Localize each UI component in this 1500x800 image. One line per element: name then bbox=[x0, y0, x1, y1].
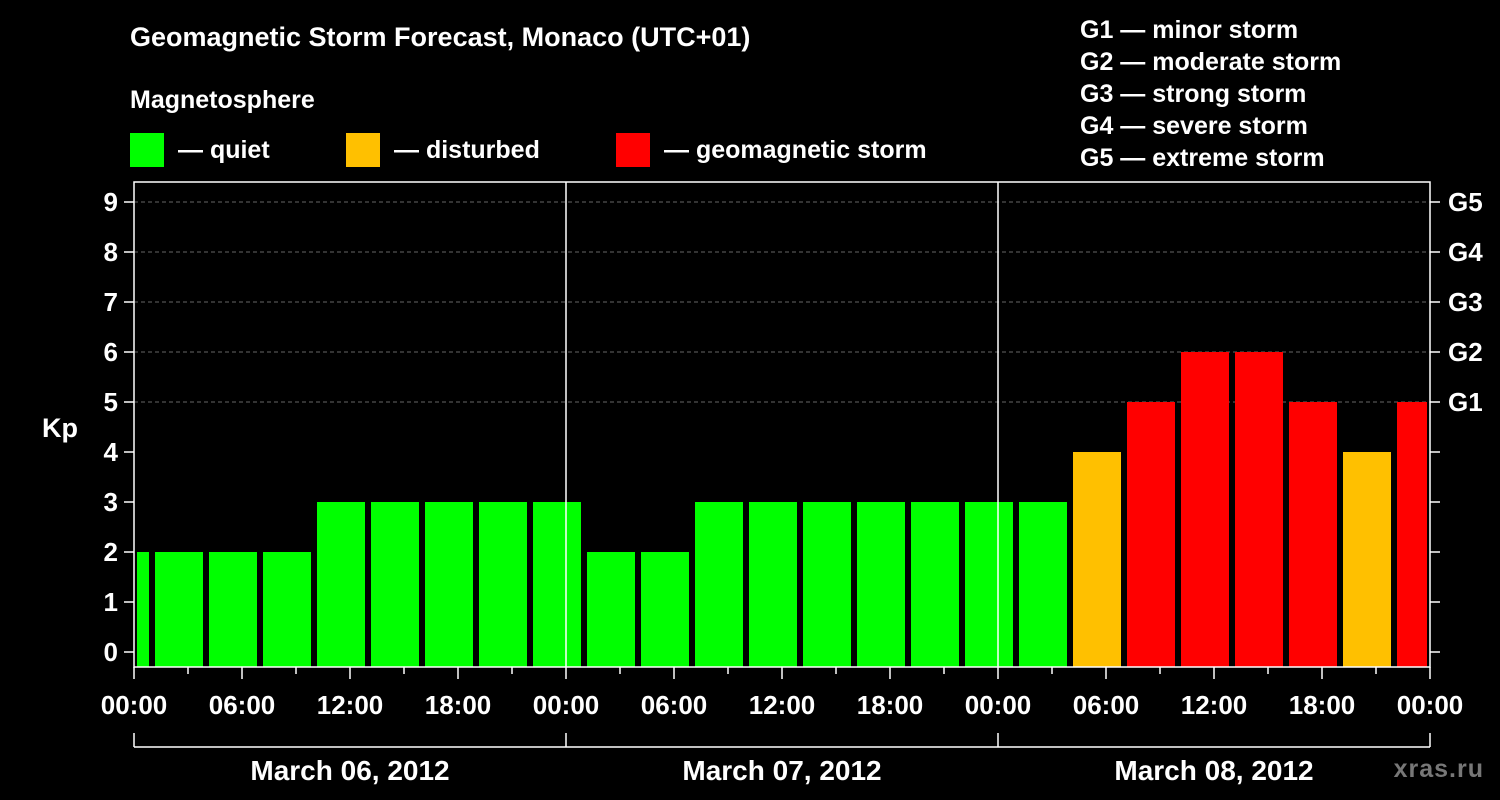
x-tick-label: 12:00 bbox=[317, 690, 384, 720]
x-tick-label: 12:00 bbox=[749, 690, 816, 720]
kp-bar bbox=[965, 502, 1013, 667]
storm-scale-g5: G5 — extreme storm bbox=[1080, 144, 1325, 172]
kp-bar bbox=[1289, 402, 1337, 667]
kp-bar bbox=[911, 502, 959, 667]
kp-bar bbox=[803, 502, 851, 667]
x-tick-label: 18:00 bbox=[1289, 690, 1356, 720]
kp-bar bbox=[155, 552, 203, 667]
date-label: March 06, 2012 bbox=[250, 755, 449, 786]
x-tick-label: 00:00 bbox=[965, 690, 1032, 720]
legend-item-disturbed: — disturbed bbox=[346, 133, 540, 167]
x-tick-label: 00:00 bbox=[101, 690, 168, 720]
kp-bar bbox=[587, 552, 635, 667]
legend-heading: Magnetosphere bbox=[130, 86, 315, 114]
legend-swatch-disturbed bbox=[346, 133, 380, 167]
y-tick-label: 2 bbox=[104, 537, 118, 567]
legend-label-storm: — geomagnetic storm bbox=[664, 135, 927, 164]
y-tick-label: 7 bbox=[104, 287, 118, 317]
kp-bar bbox=[749, 502, 797, 667]
kp-bar bbox=[479, 502, 527, 667]
kp-bar bbox=[1235, 352, 1283, 667]
kp-bar bbox=[137, 552, 149, 667]
y-tick-label: 0 bbox=[104, 637, 118, 667]
y-tick-label: 5 bbox=[104, 387, 118, 417]
right-axis-label: G5 bbox=[1448, 187, 1483, 217]
kp-bar bbox=[425, 502, 473, 667]
kp-bar bbox=[209, 552, 257, 667]
storm-scale-g3: G3 — strong storm bbox=[1080, 80, 1307, 108]
right-axis-label: G3 bbox=[1448, 287, 1483, 317]
x-tick-label: 06:00 bbox=[209, 690, 276, 720]
legend-swatch-storm bbox=[616, 133, 650, 167]
kp-bar bbox=[1397, 402, 1427, 667]
date-label: March 07, 2012 bbox=[682, 755, 881, 786]
x-tick-label: 12:00 bbox=[1181, 690, 1248, 720]
legend-label-quiet: — quiet bbox=[178, 135, 270, 164]
x-tick-label: 18:00 bbox=[425, 690, 492, 720]
y-tick-label: 8 bbox=[104, 237, 118, 267]
kp-bar bbox=[1019, 502, 1067, 667]
x-tick-label: 00:00 bbox=[1397, 690, 1464, 720]
legend-swatch-quiet bbox=[130, 133, 164, 167]
x-tick-label: 06:00 bbox=[641, 690, 708, 720]
date-label: March 08, 2012 bbox=[1114, 755, 1313, 786]
y-axis-title: Kp bbox=[42, 413, 78, 443]
right-axis-label: G4 bbox=[1448, 237, 1483, 267]
kp-bar bbox=[695, 502, 743, 667]
legend-label-disturbed: — disturbed bbox=[394, 135, 540, 164]
kp-bar bbox=[857, 502, 905, 667]
kp-bar bbox=[533, 502, 581, 667]
right-axis-label: G2 bbox=[1448, 337, 1483, 367]
right-axis-label: G1 bbox=[1448, 387, 1483, 417]
kp-bar bbox=[263, 552, 311, 667]
x-tick-label: 06:00 bbox=[1073, 690, 1140, 720]
y-tick-label: 1 bbox=[104, 587, 118, 617]
y-tick-label: 6 bbox=[104, 337, 118, 367]
storm-scale-g2: G2 — moderate storm bbox=[1080, 48, 1342, 76]
legend-item-storm: — geomagnetic storm bbox=[616, 133, 927, 167]
kp-bar bbox=[1181, 352, 1229, 667]
kp-bar bbox=[1073, 452, 1121, 667]
y-tick-label: 3 bbox=[104, 487, 118, 517]
kp-bar bbox=[1127, 402, 1175, 667]
chart-title: Geomagnetic Storm Forecast, Monaco (UTC+… bbox=[130, 22, 751, 52]
kp-bar bbox=[317, 502, 365, 667]
storm-scale-g4: G4 — severe storm bbox=[1080, 112, 1308, 140]
watermark: xras.ru bbox=[1393, 755, 1484, 783]
storm-scale-g1: G1 — minor storm bbox=[1080, 16, 1299, 44]
kp-bar bbox=[371, 502, 419, 667]
y-tick-label: 9 bbox=[104, 187, 118, 217]
legend-item-quiet: — quiet bbox=[130, 133, 270, 167]
kp-bar bbox=[641, 552, 689, 667]
x-tick-label: 18:00 bbox=[857, 690, 924, 720]
x-tick-label: 00:00 bbox=[533, 690, 600, 720]
y-tick-label: 4 bbox=[104, 437, 119, 467]
storm-scale-legend: G1 — minor storm G2 — moderate storm G3 … bbox=[1080, 14, 1341, 174]
kp-bar bbox=[1343, 452, 1391, 667]
